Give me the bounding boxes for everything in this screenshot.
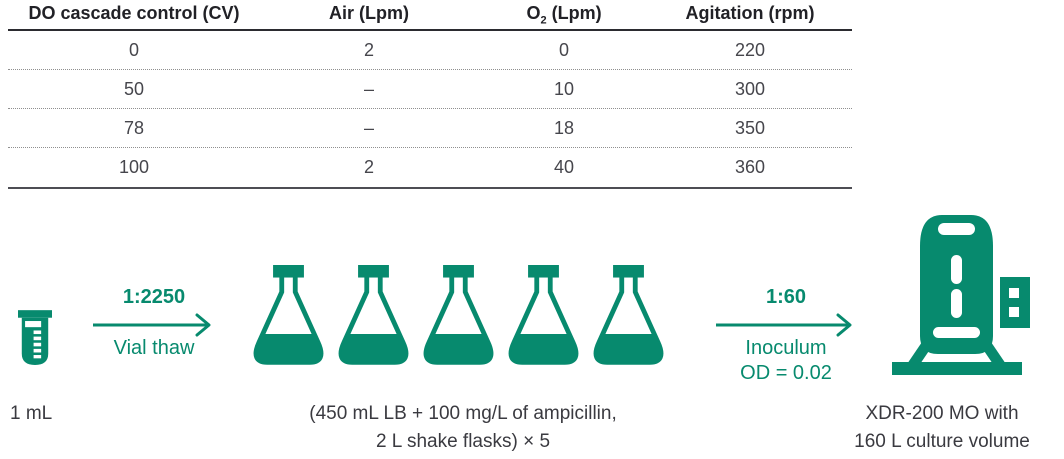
flasks-caption: (450 mL LB + 100 mg/L of ampicillin, 2 L…: [228, 400, 698, 456]
header-cell-air: Air (Lpm): [329, 2, 409, 23]
table-cell: 78: [123, 117, 145, 138]
bioreactor-caption: XDR-200 MO with 160 L culture volume: [820, 400, 1064, 456]
table-row: 100 2 40 360: [8, 148, 852, 187]
cryovial-icon: [18, 310, 52, 365]
header-cell-do-cascade: DO cascade control (CV): [28, 2, 240, 23]
table-cell: 10: [553, 78, 575, 99]
table-row: 50 – 10 300: [8, 70, 852, 109]
table-cell: 350: [734, 117, 766, 138]
flask-icon: [423, 265, 494, 365]
table-cell: 50: [123, 78, 145, 99]
table-header-row: DO cascade control (CV) Air (Lpm) O2 (Lp…: [8, 0, 852, 31]
table-cell: 100: [118, 157, 150, 177]
table-cell: 0: [128, 39, 139, 60]
flask-icon: [253, 265, 324, 365]
table-cell: 40: [553, 157, 575, 177]
inoculum-label: Inoculum OD = 0.02: [716, 336, 856, 386]
table-cell: 220: [734, 39, 766, 60]
table-cell: –: [363, 78, 374, 99]
header-cell-o2: O2 (Lpm): [478, 3, 650, 27]
bioreactor-caption-line1: XDR-200 MO with: [865, 403, 1019, 424]
bioreactor-icon: [892, 215, 1030, 375]
flask-group: [246, 265, 671, 373]
cascade-table: DO cascade control (CV) Air (Lpm) O2 (Lp…: [8, 0, 852, 189]
inoculum-label-line1: Inoculum: [745, 337, 827, 359]
flask-icon: [508, 265, 579, 365]
table-row: 0 2 0 220: [8, 31, 852, 70]
vial-volume-label: 1 mL: [10, 403, 53, 424]
inoculum-label-line2: OD = 0.02: [740, 362, 832, 384]
flask-icon: [338, 265, 409, 365]
bioreactor-caption-line2: 160 L culture volume: [854, 431, 1030, 452]
flasks-caption-line1: (450 mL LB + 100 mg/L of ampicillin,: [309, 403, 617, 424]
o2-symbol: O: [526, 2, 541, 23]
table-cell: 300: [734, 78, 766, 99]
table-cell: 0: [558, 39, 569, 60]
vial-thaw-label: Vial thaw: [113, 337, 195, 359]
thaw-arrow-icon: [93, 313, 211, 337]
flasks-caption-line2: 2 L shake flasks) × 5: [375, 431, 551, 452]
flask-icon: [593, 265, 664, 365]
table-cell: 2: [363, 39, 374, 60]
o2-unit: (Lpm): [546, 2, 602, 23]
table-row: 78 – 18 350: [8, 109, 852, 148]
o2-subscript: 2: [540, 14, 547, 27]
inoculum-arrow-icon: [716, 313, 852, 337]
table-cell: 2: [363, 157, 374, 177]
dilution-ratio-2-label: 1:60: [765, 286, 807, 308]
dilution-ratio-1-label: 1:2250: [122, 286, 186, 308]
table-cell: –: [363, 117, 374, 138]
header-cell-agitation: Agitation (rpm): [685, 2, 815, 23]
table-cell: 360: [734, 157, 766, 177]
table-cell: 18: [553, 117, 575, 138]
